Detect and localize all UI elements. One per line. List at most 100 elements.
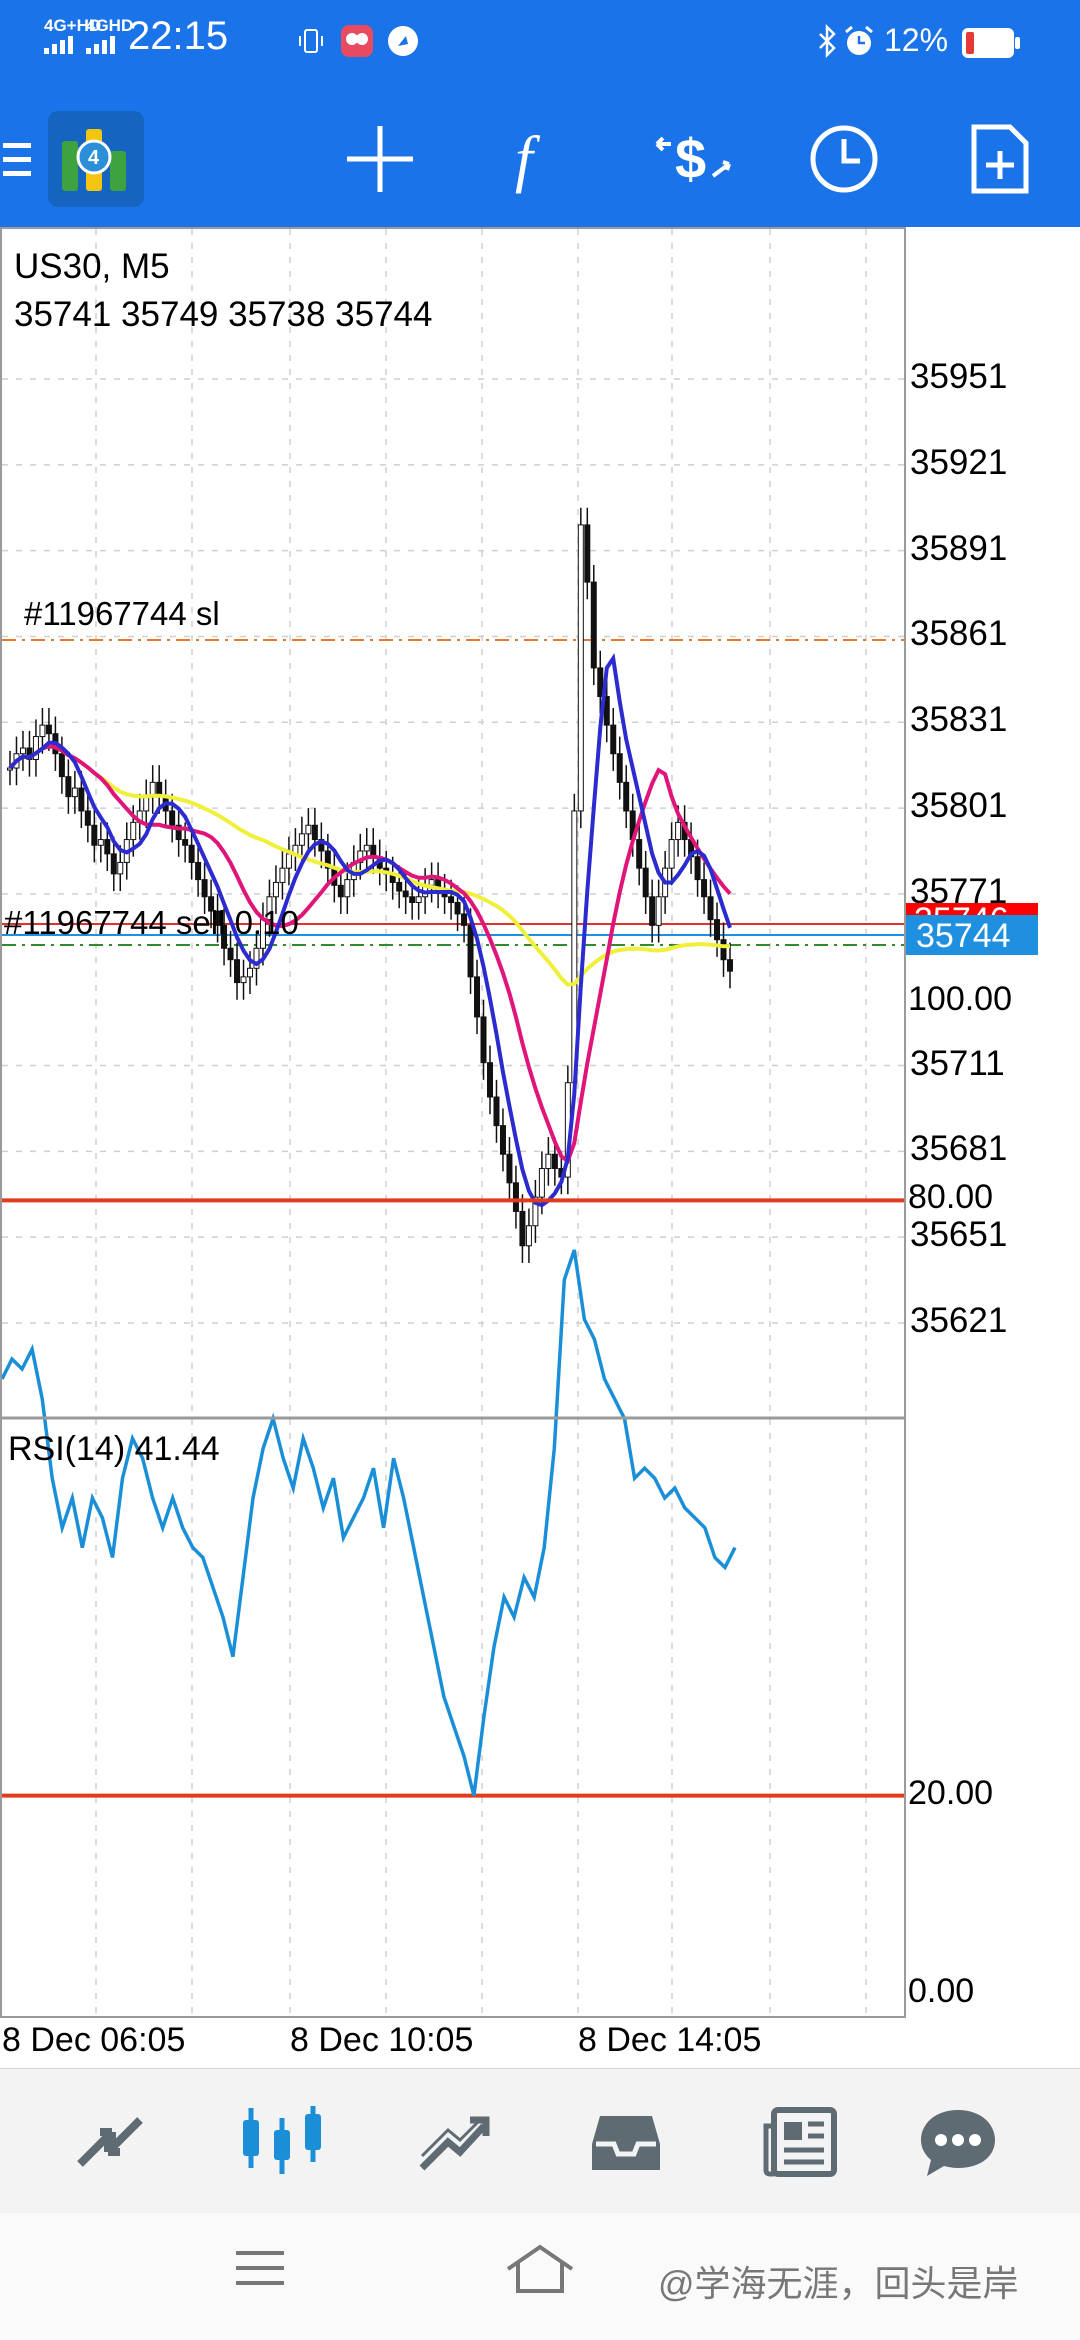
candle-body: [467, 924, 474, 978]
trade-icon[interactable]: $: [648, 90, 738, 227]
chart-area[interactable]: US30, M5 35741 35749 35738 35744 #119677…: [0, 227, 1080, 2065]
toolbar: 4 f $: [0, 90, 1080, 227]
nav-trade[interactable]: [394, 2069, 514, 2214]
rsi-tick-label: 80.00: [908, 1178, 994, 1217]
trade-icon: [419, 2116, 490, 2170]
app-logo[interactable]: 4: [46, 90, 146, 227]
compass-icon: [386, 24, 420, 63]
candle-body: [91, 824, 98, 846]
rsi-indicator: [0, 1198, 904, 1798]
candle-body: [279, 867, 286, 883]
candle-body: [19, 747, 26, 755]
system-navigation-bar: @学海无涯，回头是岸: [0, 2213, 1080, 2340]
candle-body: [363, 844, 370, 852]
candle-body: [701, 879, 708, 898]
candle-body: [603, 696, 610, 726]
candle-body: [519, 1210, 526, 1247]
status-bar: 4G+HD 4GHD 22:15 12%: [0, 0, 1080, 90]
svg-text:4: 4: [88, 147, 100, 169]
candle-body: [655, 896, 662, 926]
candle-body: [324, 850, 331, 869]
nav-messages[interactable]: [898, 2069, 1018, 2214]
candle-body: [227, 947, 234, 961]
candle-body: [97, 839, 104, 846]
candle-body: [305, 824, 312, 835]
candle-body: [143, 796, 150, 812]
candle-body: [169, 810, 176, 826]
nav-history[interactable]: [566, 2069, 686, 2214]
new-document-icon[interactable]: [960, 90, 1040, 227]
price-chart[interactable]: [0, 227, 1080, 2065]
candle-body: [577, 524, 584, 812]
function-icon[interactable]: f: [496, 90, 576, 227]
network-indicator-2: 4GHD: [86, 16, 134, 35]
bottom-navigation: [0, 2068, 1080, 2214]
candle-body: [39, 724, 46, 738]
nav-news[interactable]: [740, 2069, 860, 2214]
bid-price-label: 35744: [916, 917, 1011, 955]
symbol-label: US30, M5: [14, 247, 170, 286]
nav-quotes[interactable]: [50, 2069, 170, 2214]
clock-icon[interactable]: [804, 90, 884, 227]
time-tick-label: 8 Dec 14:05: [578, 2021, 762, 2059]
candle-body: [214, 910, 221, 926]
candle-body: [675, 821, 682, 841]
clock-time: 22:15: [128, 14, 229, 58]
news-icon: [763, 2106, 837, 2177]
price-tick-label: 35651: [910, 1215, 1008, 1255]
candle-body: [493, 1096, 500, 1127]
battery-percent: 12%: [884, 22, 949, 58]
menu-icon[interactable]: [0, 90, 36, 227]
candle-body: [525, 1225, 532, 1247]
candle-body: [344, 879, 351, 898]
candle-body: [175, 824, 182, 841]
time-tick-label: 8 Dec 10:05: [290, 2021, 474, 2059]
candle-body: [707, 896, 714, 921]
chart-frame: [0, 227, 906, 2018]
rsi-tick-label: 100.00: [908, 980, 1012, 1018]
candle-body: [272, 881, 279, 898]
candle-body: [538, 1168, 545, 1198]
price-level-lines: [2, 639, 904, 946]
candle-body: [285, 853, 292, 869]
candle-body: [499, 1125, 506, 1155]
candle-body: [474, 976, 481, 1018]
price-tick-label: 35801: [910, 786, 1008, 826]
messages-icon: [921, 2109, 995, 2176]
candle-body: [448, 896, 455, 903]
candle-body: [337, 884, 344, 898]
home-button[interactable]: [500, 2241, 580, 2301]
time-tick-label: 8 Dec 06:05: [2, 2021, 186, 2059]
candle-body: [247, 967, 253, 978]
candle-body: [182, 839, 189, 846]
candle-body: [597, 667, 604, 698]
candle-body: [506, 1153, 513, 1184]
ma-blue-line: [8, 653, 732, 1208]
price-tick-label: 35861: [910, 614, 1008, 654]
candle-body: [32, 736, 39, 760]
candle-body: [208, 896, 215, 912]
candle-body: [311, 824, 318, 841]
recent-apps-button[interactable]: [230, 2243, 310, 2303]
candle-body: [616, 753, 623, 783]
price-tick-label: 35951: [910, 357, 1008, 396]
rsi-label: RSI(14) 41.44: [8, 1430, 220, 1468]
candle-body: [130, 821, 137, 841]
candle-body: [84, 810, 91, 826]
candle-body: [714, 919, 721, 941]
bluetooth-icon: [816, 23, 838, 63]
crosshair-icon[interactable]: [340, 90, 420, 227]
candle-body: [636, 839, 643, 869]
nav-chart[interactable]: [222, 2069, 342, 2214]
candle-body: [649, 896, 656, 926]
candle-body: [240, 976, 247, 984]
candle-body: [454, 901, 461, 915]
candle-body: [298, 833, 305, 846]
price-tick-label: 35621: [910, 1301, 1008, 1340]
price-tick-label: 35711: [910, 1043, 1005, 1083]
candle-body: [7, 767, 13, 771]
candle-body: [104, 839, 111, 855]
candle-body: [396, 881, 403, 892]
candle-body: [58, 753, 65, 778]
candle-body: [195, 861, 202, 881]
